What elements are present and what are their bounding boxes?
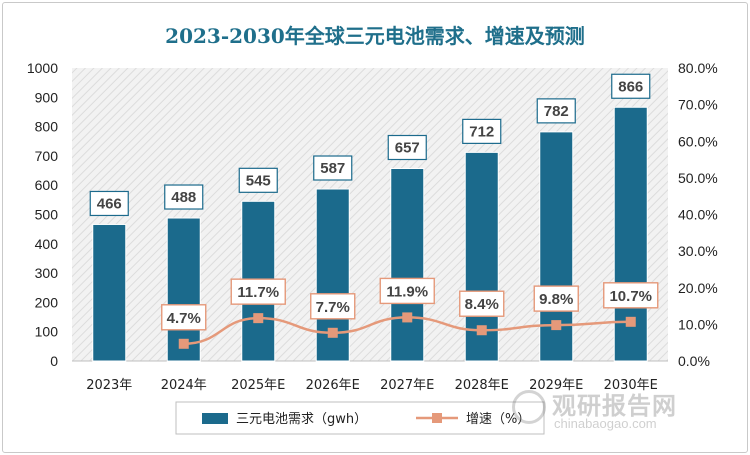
rate-marker xyxy=(327,327,338,338)
rate-data-label: 4.7% xyxy=(167,310,201,327)
legend-bar-label: 三元电池需求（gwh） xyxy=(236,412,367,427)
x-tick-label: 2029年E xyxy=(529,378,583,393)
bar-data-label: 488 xyxy=(171,189,196,206)
bar xyxy=(390,167,425,362)
y-tick-label: 400 xyxy=(35,236,59,252)
chart-title: 2023-2030年全球三元电池需求、增速及预测 xyxy=(165,24,585,48)
x-tick-label: 2025年E xyxy=(231,378,285,393)
legend: 三元电池需求（gwh） 增速（%） xyxy=(175,401,545,435)
x-tick-label: 2023年 xyxy=(86,378,132,393)
y-tick-label: 200 xyxy=(35,294,59,310)
bar xyxy=(166,217,201,362)
rate-label-box xyxy=(603,282,659,309)
rate-data-label: 10.7% xyxy=(609,288,652,305)
y2-tick-label: 60.0% xyxy=(678,133,718,149)
y-tick-label: 500 xyxy=(35,207,59,223)
legend-box xyxy=(175,401,545,435)
bar-data-label: 657 xyxy=(395,139,420,156)
rate-label-box xyxy=(230,278,286,305)
y2-tick-label: 70.0% xyxy=(678,97,718,113)
bar-data-label: 545 xyxy=(246,172,271,189)
bar-label-box xyxy=(238,167,278,193)
y-tick-label: 1000 xyxy=(27,60,58,76)
y-tick-label: 700 xyxy=(35,148,59,164)
y2-tick-label: 80.0% xyxy=(678,60,718,76)
rate-data-label: 9.8% xyxy=(539,291,573,308)
legend-line-marker xyxy=(432,413,442,423)
x-axis: 2023年 2024年 2025年E 2026年E 2027年E 2028年E 2029年E… xyxy=(72,360,668,393)
rate-marker xyxy=(476,325,487,336)
y-axis-left: 0 100 200 300 400 500 600 700 800 900 1000 xyxy=(27,60,58,369)
rate-marker xyxy=(551,320,562,331)
x-tick-label: 2024年 xyxy=(161,378,207,393)
bar-data-label: 712 xyxy=(469,123,494,140)
bar-data-label: 587 xyxy=(320,160,345,177)
rate-data-label: 11.7% xyxy=(237,284,279,301)
rate-label-box xyxy=(533,285,579,312)
y2-tick-label: 40.0% xyxy=(678,207,718,223)
legend-line-label: 增速（%） xyxy=(466,412,530,427)
rate-marker xyxy=(625,316,636,327)
rate-data-label: 7.7% xyxy=(316,299,350,316)
rate-marker xyxy=(402,312,413,323)
rate-label-box xyxy=(310,293,356,320)
bar-data-label: 466 xyxy=(97,195,122,212)
bar-data-label: 866 xyxy=(618,78,643,95)
x-tick-label: 2028年E xyxy=(455,378,509,393)
y-tick-label: 800 xyxy=(35,119,59,135)
y2-tick-label: 0.0% xyxy=(678,353,710,369)
x-tick-label: 2026年E xyxy=(306,378,360,393)
rate-data-label: 8.4% xyxy=(465,296,499,313)
rate-line-series xyxy=(178,312,636,349)
y2-tick-label: 20.0% xyxy=(678,280,718,296)
rate-data-label: 11.9% xyxy=(386,283,428,300)
bar-series xyxy=(92,106,648,362)
bar-label-box xyxy=(462,118,502,144)
bar-label-box xyxy=(387,134,427,161)
bar xyxy=(92,223,127,362)
y-tick-label: 300 xyxy=(35,265,59,281)
y2-tick-label: 10.0% xyxy=(678,316,718,332)
y-tick-label: 900 xyxy=(35,89,59,105)
x-tick-label: 2030年E xyxy=(604,378,658,393)
rate-label-box xyxy=(161,304,207,331)
rate-marker xyxy=(253,313,264,324)
x-tick-label: 2027年E xyxy=(380,378,434,393)
y2-tick-label: 50.0% xyxy=(678,170,718,186)
bar-data-labels: 466 488 545 587 657 712 782 866 xyxy=(89,73,651,217)
y-tick-label: 100 xyxy=(35,324,59,340)
rate-label-box xyxy=(379,277,435,305)
y-axis-right: 0.0% 10.0% 20.0% 30.0% 40.0% 50.0% 60.0% 70.0% 8… xyxy=(678,60,718,369)
bar-label-box xyxy=(164,184,204,210)
y-tick-label: 600 xyxy=(35,177,59,193)
legend-bar-swatch xyxy=(202,413,228,424)
bar-label-box xyxy=(89,190,129,217)
y-tick-label: 0 xyxy=(50,353,58,369)
rate-marker xyxy=(178,338,189,349)
bar-label-box xyxy=(611,73,651,99)
bar-label-box xyxy=(536,98,576,124)
y2-tick-label: 30.0% xyxy=(678,243,718,259)
rate-label-box xyxy=(459,290,505,317)
bar-data-label: 782 xyxy=(544,103,569,120)
bar-label-box xyxy=(313,155,353,181)
rate-data-labels: 4.7% 11.7% 7.7% 11.9% 8.4% 9.8% 10.7% xyxy=(161,277,659,331)
